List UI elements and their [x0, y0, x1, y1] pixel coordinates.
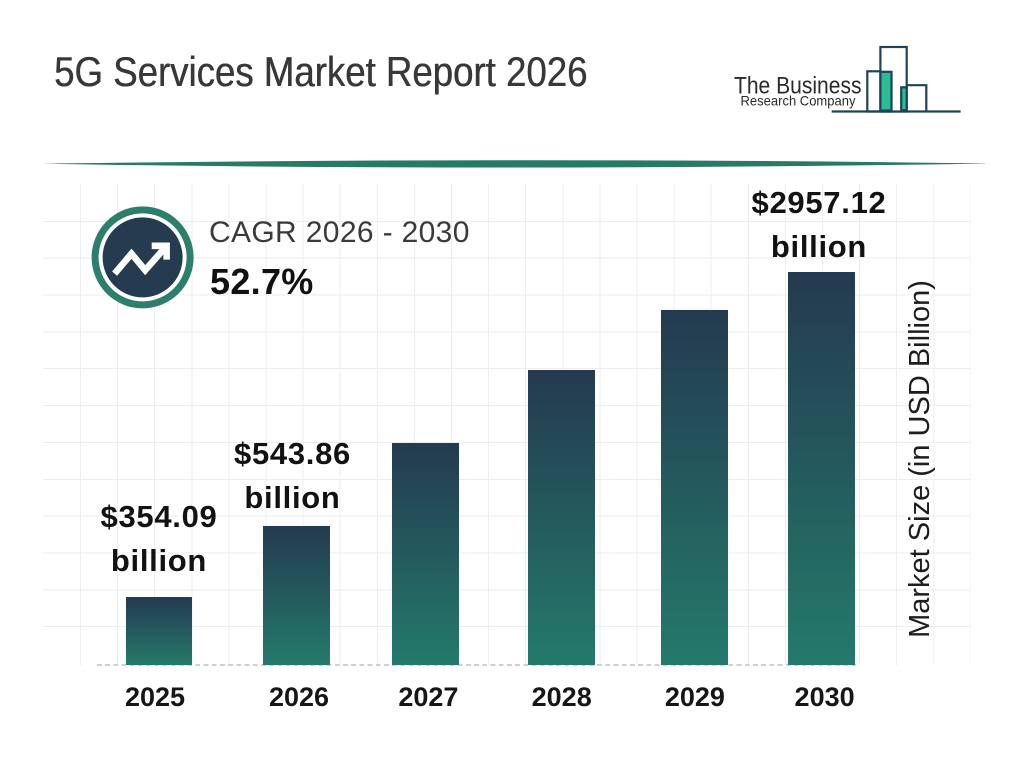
svg-text:The Business: The Business [734, 73, 862, 100]
svg-text:Research Company: Research Company [741, 94, 856, 109]
